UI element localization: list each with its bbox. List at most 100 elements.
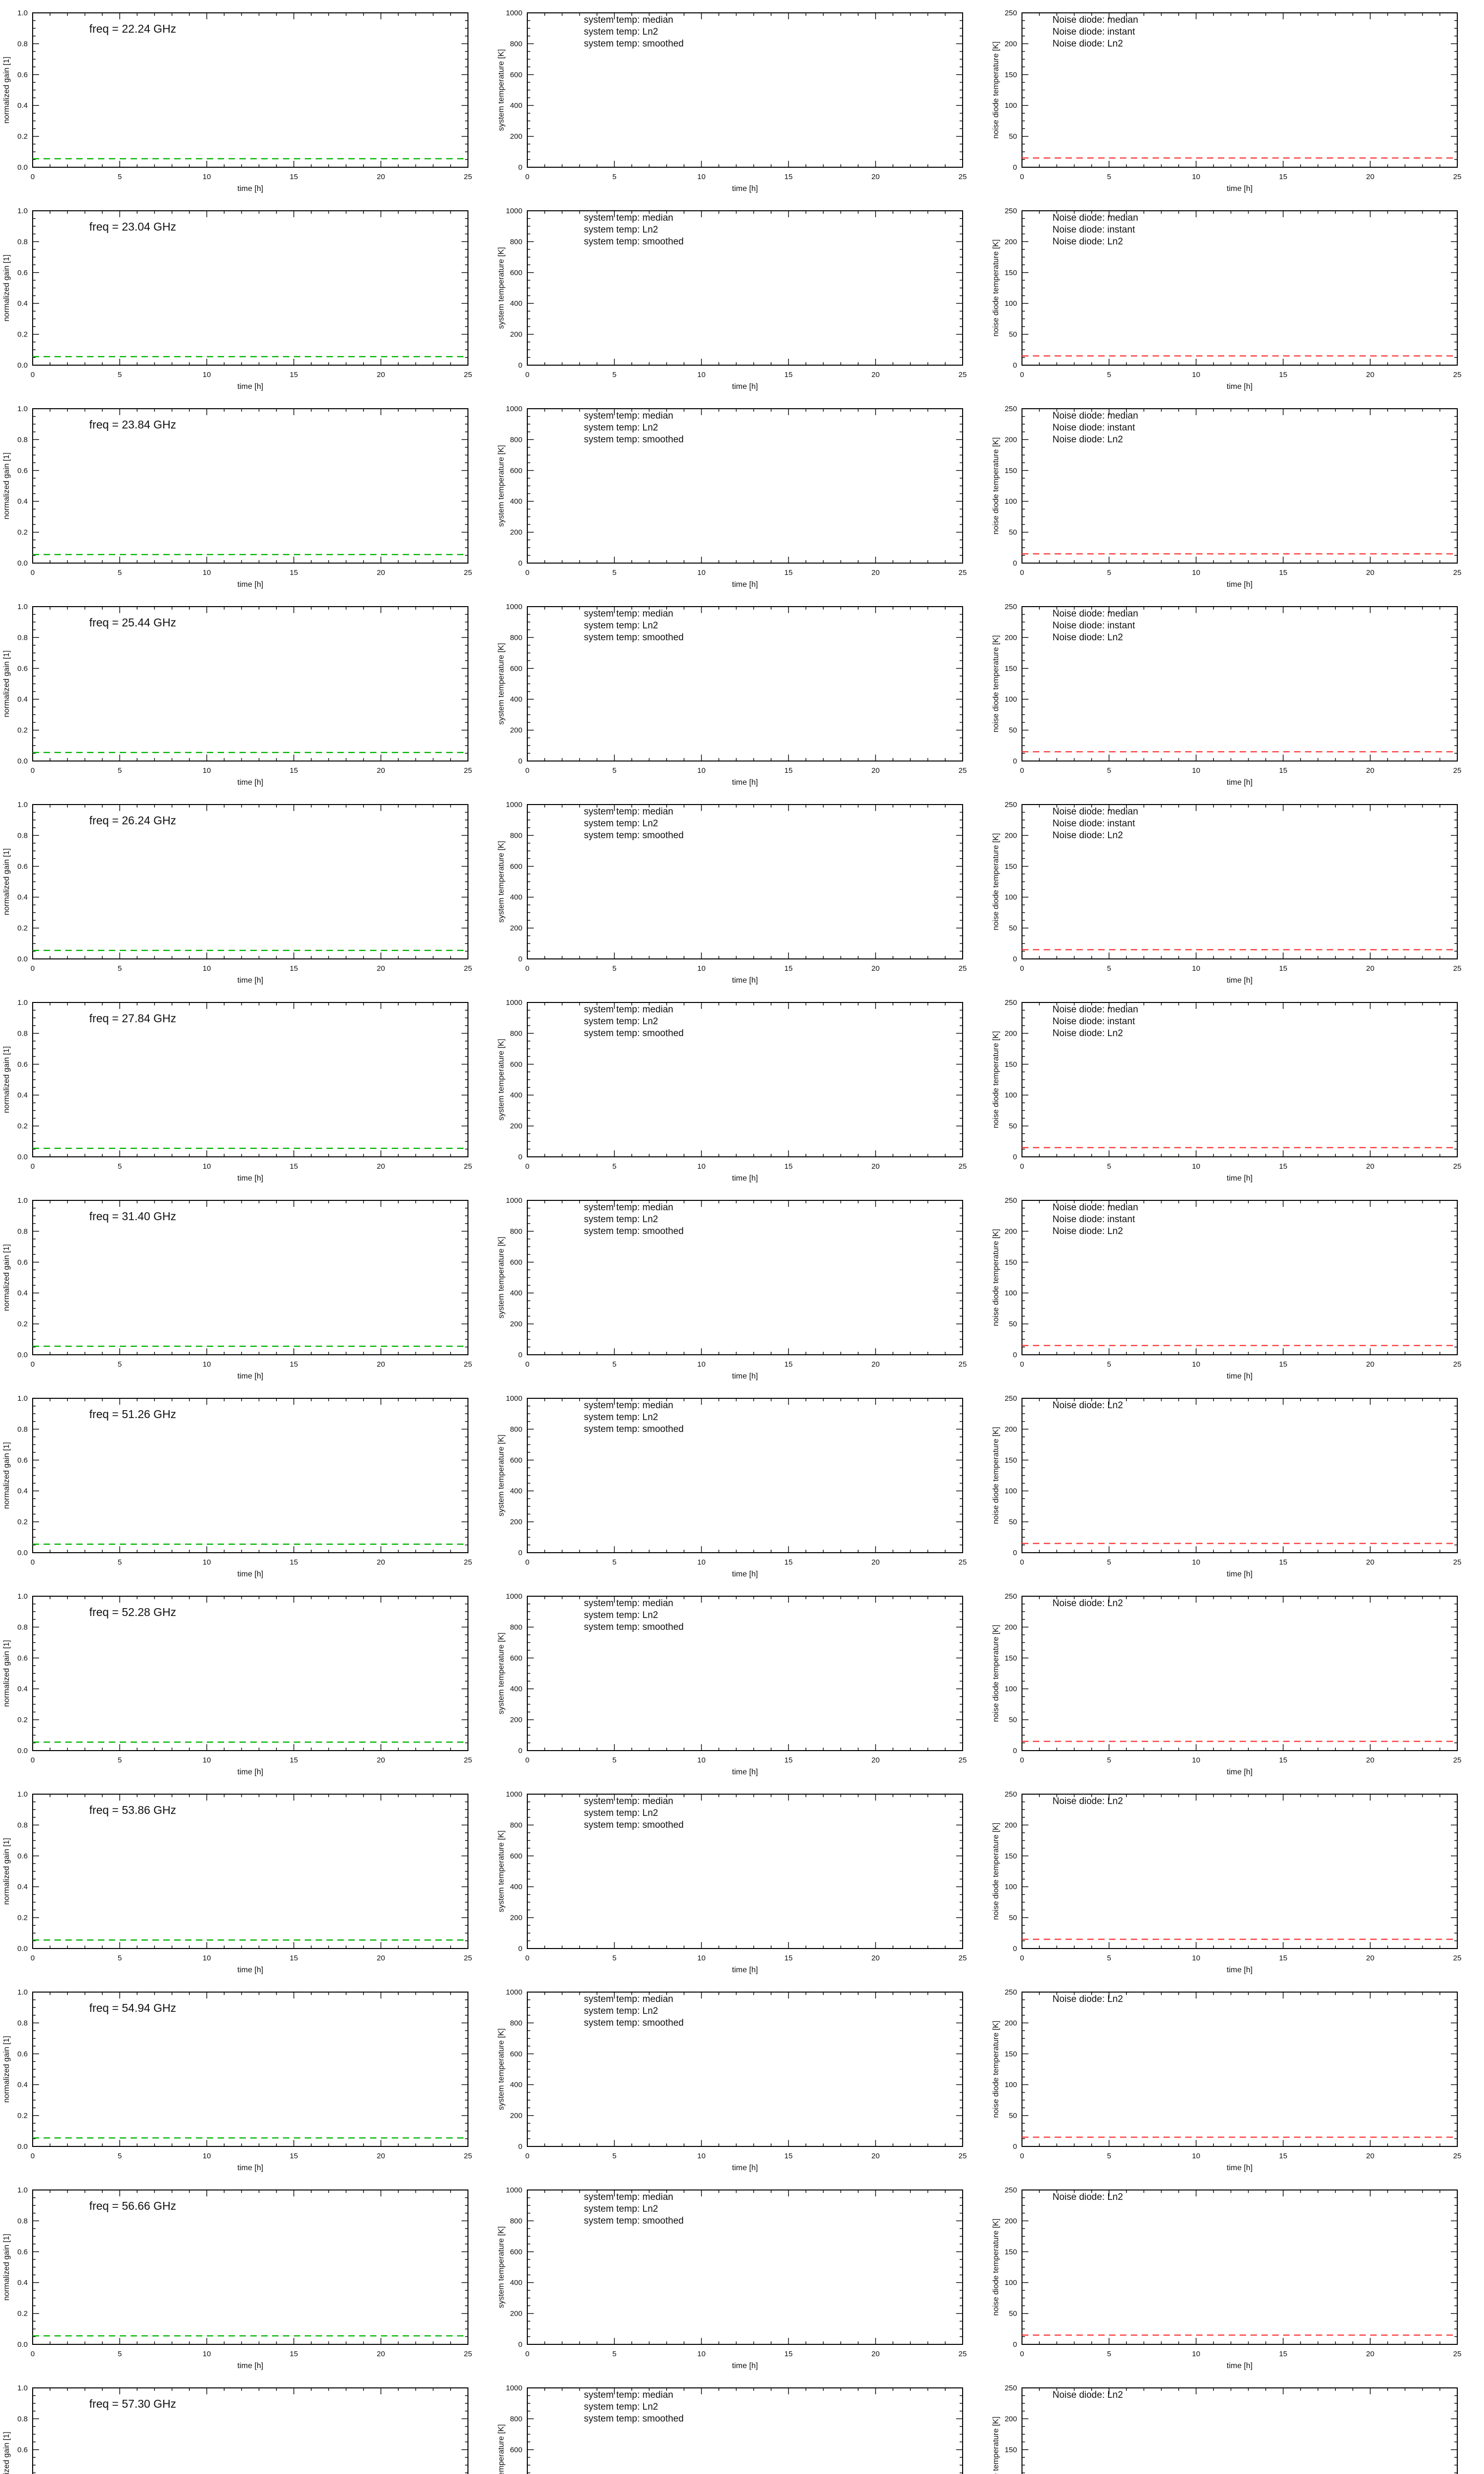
y-tick-label: 200 (510, 924, 522, 933)
y-tick-label: 50 (1009, 331, 1017, 339)
plot-cell-col2-row7: 0 5 10 15 20 25 0 200 400 600 800 1000 system temper… (495, 1188, 989, 1385)
y-tick-label: 0.0 (17, 1945, 28, 1953)
y-tick-label: 0.2 (17, 1320, 28, 1329)
legend-item-teal: system temp: median (584, 411, 673, 421)
y-tick-label: 150 (1005, 71, 1017, 79)
y-tick-label: 600 (510, 1258, 522, 1267)
legend-item-teal: system temp: median (584, 1202, 673, 1213)
plot-col1-row12: 0 5 10 15 20 25 0.0 0.2 0.4 0.6 0.8 1.0 normalized g… (2, 2186, 472, 2370)
x-axis-label: time [h] (1227, 2164, 1252, 2172)
x-tick-label: 5 (118, 1360, 122, 1369)
x-tick-label: 20 (1366, 2152, 1375, 2160)
plot-frame (1021, 2387, 1458, 2474)
plot-frame (32, 408, 468, 564)
x-tick-label: 5 (612, 1954, 616, 1962)
x-tick-label: 25 (464, 1558, 472, 1567)
y-tick-label: 0.4 (17, 1487, 28, 1495)
y-axis-label: noise diode temperature [K] (992, 635, 1000, 733)
y-tick-label: 100 (1005, 1883, 1017, 1891)
x-ticks (1021, 2190, 1458, 2344)
y-tick-label: 100 (1005, 497, 1017, 506)
x-tick-label: 5 (1107, 1558, 1111, 1567)
y-ticks (1022, 1200, 1457, 1355)
y-tick-label: 0.8 (17, 1227, 28, 1236)
x-axis-label: time [h] (732, 382, 758, 391)
y-axis-label: normalized gain [1] (2, 56, 11, 123)
x-tick-label: 10 (697, 1954, 706, 1962)
x-tick-label: 25 (464, 1162, 472, 1171)
y-tick-label: 200 (1005, 2415, 1017, 2423)
x-tick-label: 5 (118, 1954, 122, 1962)
y-tick-label: 0.4 (17, 1289, 28, 1297)
x-axis-label: time [h] (237, 1966, 263, 1974)
x-tick-label: 0 (31, 569, 35, 577)
x-tick-label: 20 (872, 569, 880, 577)
y-tick-label: 0.0 (17, 361, 28, 370)
plot-cell-col1-row7: 0 5 10 15 20 25 0.0 0.2 0.4 0.6 0.8 1.0 normalized g… (0, 1188, 495, 1385)
y-tick-label: 200 (1005, 40, 1017, 48)
x-tick-label: 10 (1192, 1756, 1201, 1764)
y-tick-label: 0.4 (17, 2081, 28, 2089)
legend-item-teal: system temp: median (584, 807, 673, 817)
y-axis-label: noise diode temperature [K] (992, 1625, 1000, 1722)
legend-item-green: system temp: smoothed (584, 1622, 684, 1632)
x-tick-label: 15 (290, 1360, 298, 1369)
y-tick-label: 800 (510, 238, 522, 246)
y-tick-label: 200 (1005, 1227, 1017, 1236)
x-ticks (527, 409, 963, 563)
y-axis-label: normalized gain [1] (2, 1640, 11, 1707)
x-tick-label: 5 (612, 1360, 616, 1369)
y-tick-label: 400 (510, 1091, 522, 1099)
y-axis-label: noise diode temperature [K] (992, 2021, 1000, 2118)
y-ticks (527, 2387, 963, 2474)
y-tick-label: 0.0 (17, 163, 28, 172)
y-tick-label: 1000 (506, 1394, 522, 1403)
x-tick-label: 0 (525, 964, 529, 973)
x-axis-label: time [h] (237, 976, 263, 985)
plot-cell-col3-row7: 0 5 10 15 20 25 0 50 100 150 200 250 noise diode tem… (989, 1188, 1484, 1385)
plot-col2-row11: 0 5 10 15 20 25 0 200 400 600 800 1000 system temper… (497, 1988, 967, 2172)
x-axis-label: time [h] (237, 1570, 263, 1578)
y-axis-label: normalized gain [1] (2, 2431, 11, 2474)
x-tick-label: 10 (203, 2350, 211, 2358)
x-axis-label: time [h] (732, 1966, 758, 1974)
y-tick-label: 0 (1013, 1351, 1017, 1359)
y-ticks (527, 1794, 963, 1949)
y-axis-label: noise diode temperature [K] (992, 833, 1000, 931)
y-tick-label: 0 (518, 2142, 522, 2151)
y-tick-label: 0.0 (17, 559, 28, 568)
x-tick-label: 10 (697, 569, 706, 577)
x-ticks (1021, 1794, 1458, 1949)
y-tick-label: 0.6 (17, 269, 28, 277)
y-tick-label: 0.6 (17, 1654, 28, 1663)
y-tick-label: 200 (510, 1716, 522, 1724)
x-tick-label: 10 (697, 766, 706, 775)
y-tick-label: 600 (510, 71, 522, 79)
plot-frame (1021, 1596, 1458, 1751)
freq-label: freq = 31.40 GHz (89, 1210, 176, 1223)
y-tick-label: 1.0 (17, 603, 28, 611)
y-tick-label: 0 (1013, 955, 1017, 963)
x-tick-label: 10 (1192, 569, 1201, 577)
y-tick-label: 1.0 (17, 405, 28, 413)
legend-item-teal: system temp: median (584, 213, 673, 223)
plot-col2-row12: 0 5 10 15 20 25 0 200 400 600 800 1000 system temper… (497, 2186, 967, 2370)
plot-cell-col2-row2: 0 5 10 15 20 25 0 200 400 600 800 1000 system temper… (495, 198, 989, 396)
x-tick-label: 15 (785, 1954, 793, 1962)
x-tick-label: 5 (118, 1558, 122, 1567)
plot-frame (32, 2189, 468, 2345)
y-tick-label: 800 (510, 2217, 522, 2225)
legend-item-red: Noise diode: Ln2 (1053, 2390, 1123, 2400)
legend-item-cyan: Noise diode: instant (1053, 423, 1136, 433)
y-tick-label: 600 (510, 2446, 522, 2454)
x-tick-label: 25 (464, 2350, 472, 2358)
x-tick-label: 10 (1192, 1954, 1201, 1962)
plot-cell-col3-row11: 0 5 10 15 20 25 0 50 100 150 200 250 noise diode tem… (989, 1979, 1484, 2177)
x-tick-label: 20 (377, 1558, 385, 1567)
x-tick-label: 0 (31, 2350, 35, 2358)
plot-cell-col1-row5: 0 5 10 15 20 25 0.0 0.2 0.4 0.6 0.8 1.0 normalized g… (0, 792, 495, 990)
plot-col2-row4: 0 5 10 15 20 25 0 200 400 600 800 1000 system temper… (497, 603, 967, 787)
x-tick-label: 25 (959, 1558, 967, 1567)
